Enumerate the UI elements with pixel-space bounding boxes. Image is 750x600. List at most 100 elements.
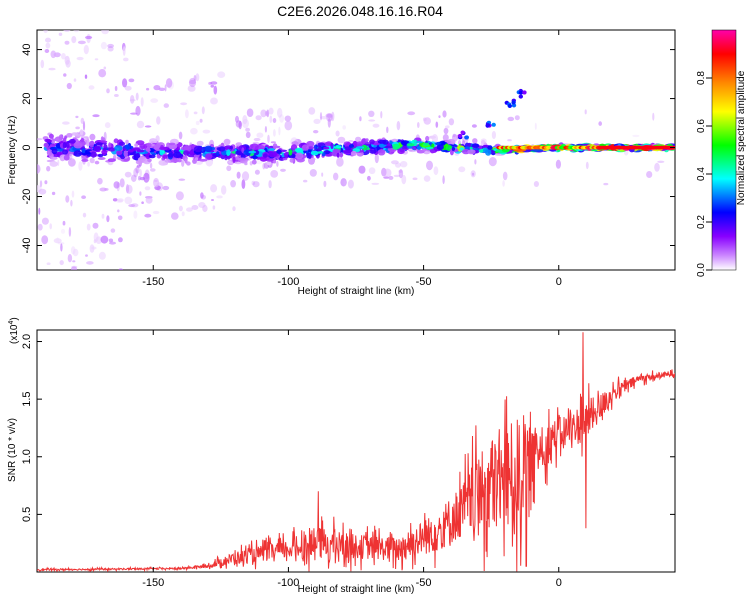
colorbar: 0.0 0.2 0.4 0.6 0.8 Normalized spectral ampl… xyxy=(696,29,747,277)
heatmap-noise-blob xyxy=(391,160,399,165)
heatmap-noise-blob xyxy=(426,160,433,171)
spectrogram-y-ticks: -40 -20 0 20 40 xyxy=(21,43,675,253)
heatmap-noise-blob xyxy=(63,73,67,77)
heatmap-ridge-blob xyxy=(406,143,415,147)
heatmap-ridge-blob xyxy=(281,152,285,158)
heatmap-noise-blob xyxy=(507,116,515,122)
heatmap-ridge-blob xyxy=(317,142,326,147)
heatmap-noise-blob xyxy=(270,170,279,178)
heatmap-noise-blob xyxy=(104,122,111,129)
heatmap-ridge-blob xyxy=(451,146,455,151)
colorbar-tick-label: 0.2 xyxy=(696,215,707,229)
heatmap-noise-blob xyxy=(130,112,138,115)
heatmap-noise-blob xyxy=(191,205,199,210)
heatmap-ridge-blob xyxy=(134,143,139,147)
heatmap-noise-blob xyxy=(388,175,394,180)
heatmap-ridge-blob xyxy=(62,142,67,149)
heatmap-ridge-blob xyxy=(184,157,188,164)
heatmap-noise-blob xyxy=(106,88,110,94)
heatmap-noise-blob xyxy=(106,215,110,223)
heatmap-noise-blob xyxy=(319,112,323,121)
heatmap-branch-blob xyxy=(457,133,463,138)
snr-x-tick-label: -150 xyxy=(142,577,164,589)
heatmap-noise-blob xyxy=(371,182,380,185)
heatmap-noise-blob xyxy=(40,59,45,69)
spectrogram-y-tick-label: 20 xyxy=(21,92,33,104)
heatmap-ridge-blob xyxy=(50,156,58,160)
heatmap-noise-blob xyxy=(117,198,124,203)
heatmap-noise-blob xyxy=(68,158,76,167)
heatmap-ridge-blob xyxy=(89,140,95,148)
heatmap-noise-blob xyxy=(472,172,475,176)
heatmap-ridge-blob xyxy=(73,150,82,157)
heatmap-noise-blob xyxy=(131,174,137,182)
heatmap-noise-blob xyxy=(442,134,449,142)
heatmap-noise-blob xyxy=(381,167,387,177)
heatmap-noise-blob xyxy=(277,107,283,118)
heatmap-ridge-blob xyxy=(337,136,346,144)
heatmap-noise-blob xyxy=(195,73,200,82)
heatmap-noise-blob xyxy=(407,111,416,116)
heatmap-noise-blob xyxy=(335,130,340,137)
heatmap-noise-blob xyxy=(45,37,51,43)
heatmap-noise-blob xyxy=(99,187,107,192)
heatmap-ridge-blob xyxy=(48,133,54,139)
heatmap-ridge-blob xyxy=(313,144,318,150)
heatmap-noise-blob xyxy=(431,134,438,144)
heatmap-noise-blob xyxy=(367,175,371,181)
heatmap-ridge-blob xyxy=(365,138,369,142)
heatmap-noise-blob xyxy=(63,30,71,32)
heatmap-ridge-blob xyxy=(62,137,67,143)
heatmap-noise-blob xyxy=(112,198,118,202)
heatmap-noise-blob xyxy=(260,109,267,118)
heatmap-ridge-blob xyxy=(89,157,95,164)
heatmap-noise-blob xyxy=(264,126,267,133)
heatmap-noise-blob xyxy=(57,242,65,245)
heatmap-noise-blob xyxy=(442,110,447,118)
heatmap-noise-blob xyxy=(158,87,166,92)
heatmap-ridge-blob xyxy=(136,149,145,153)
heatmap-noise-blob xyxy=(336,157,344,167)
heatmap-noise-blob xyxy=(452,133,456,138)
heatmap-noise-blob xyxy=(92,222,99,229)
heatmap-noise-blob xyxy=(313,130,319,134)
heatmap-ridge-blob xyxy=(62,149,69,155)
heatmap-noise-blob xyxy=(210,184,218,193)
heatmap-noise-blob xyxy=(359,116,362,122)
heatmap-ridge-blob xyxy=(306,140,315,148)
heatmap-noise-blob xyxy=(202,129,211,134)
heatmap-noise-blob xyxy=(598,121,602,126)
heatmap-noise-blob xyxy=(327,118,331,128)
heatmap-ridge-blob xyxy=(344,146,352,151)
heatmap-ridge-blob xyxy=(288,149,293,156)
spectrogram-y-tick-label: 40 xyxy=(21,43,33,55)
heatmap-ridge-blob xyxy=(116,150,123,156)
heatmap-noise-blob xyxy=(44,180,48,185)
snr-y-scale-label: (x104) xyxy=(8,317,20,344)
heatmap-ridge-blob xyxy=(69,138,76,144)
heatmap-ridge-blob xyxy=(332,149,341,153)
heatmap-noise-blob xyxy=(122,78,128,88)
heatmap-branch-blob xyxy=(511,100,516,105)
heatmap-ridge-blob xyxy=(229,145,233,150)
heatmap-ridge-blob xyxy=(487,145,493,150)
heatmap-noise-blob xyxy=(72,260,76,263)
heatmap-noise-blob xyxy=(242,115,248,125)
heatmap-noise-blob xyxy=(98,251,106,260)
heatmap-noise-blob xyxy=(80,117,85,124)
heatmap-noise-blob xyxy=(267,134,270,144)
heatmap-noise-blob xyxy=(108,238,114,243)
heatmap-branch-blob xyxy=(491,122,496,127)
heatmap-noise-blob xyxy=(210,81,218,85)
heatmap-noise-blob xyxy=(130,95,135,104)
heatmap-noise-blob xyxy=(163,103,169,108)
spectrogram-y-tick-label: -40 xyxy=(21,238,33,254)
heatmap-noise-blob xyxy=(60,228,66,234)
heatmap-ridge-blob xyxy=(469,146,473,150)
heatmap-noise-blob xyxy=(269,115,273,123)
heatmap-ridge-blob xyxy=(361,144,368,151)
heatmap-ridge-blob xyxy=(168,142,176,146)
heatmap-noise-blob xyxy=(101,30,109,35)
heatmap-branch-blob xyxy=(485,123,491,128)
snr-y-label: SNR (10 * v/v) xyxy=(7,418,18,482)
